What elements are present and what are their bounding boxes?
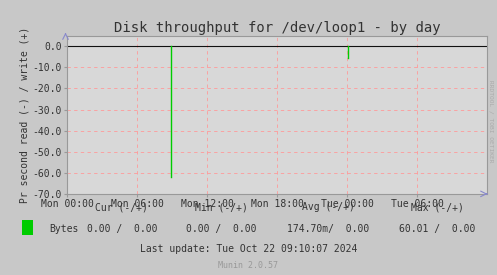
Text: 0.00 /  0.00: 0.00 / 0.00	[186, 224, 256, 234]
Text: 0.00 /  0.00: 0.00 / 0.00	[86, 224, 157, 234]
Text: RRDTOOL / TOBI OETIKER: RRDTOOL / TOBI OETIKER	[488, 80, 493, 162]
Text: 174.70m/  0.00: 174.70m/ 0.00	[287, 224, 369, 234]
Text: Last update: Tue Oct 22 09:10:07 2024: Last update: Tue Oct 22 09:10:07 2024	[140, 244, 357, 254]
Y-axis label: Pr second read (-) / write (+): Pr second read (-) / write (+)	[19, 27, 29, 203]
Text: Bytes: Bytes	[50, 224, 79, 234]
Text: 60.01 /  0.00: 60.01 / 0.00	[399, 224, 476, 234]
Text: Max (-/+): Max (-/+)	[411, 202, 464, 212]
Text: Min (-/+): Min (-/+)	[195, 202, 248, 212]
Text: Cur (-/+): Cur (-/+)	[95, 202, 148, 212]
Title: Disk throughput for /dev/loop1 - by day: Disk throughput for /dev/loop1 - by day	[114, 21, 440, 35]
Text: Munin 2.0.57: Munin 2.0.57	[219, 261, 278, 270]
Text: Avg (-/+): Avg (-/+)	[302, 202, 354, 212]
